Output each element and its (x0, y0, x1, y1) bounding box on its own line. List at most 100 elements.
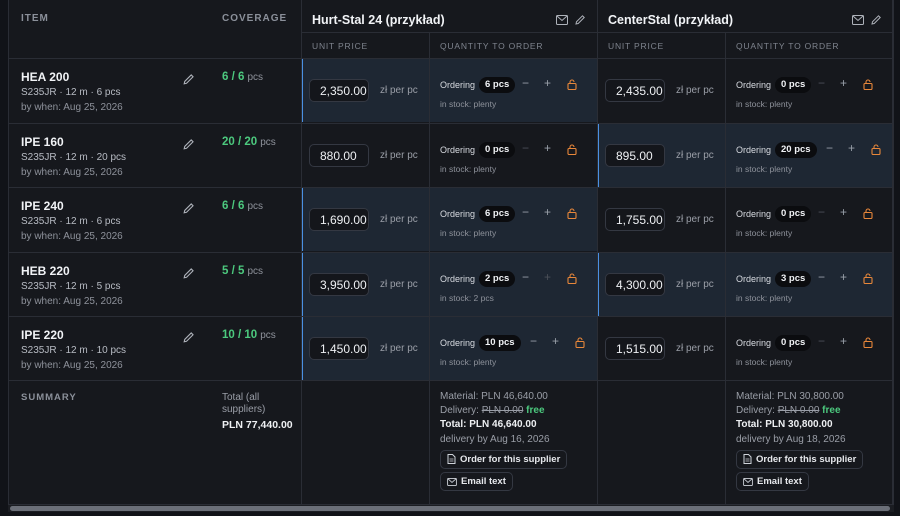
pencil-icon[interactable] (182, 73, 195, 86)
email-text-button[interactable]: Email text (440, 472, 513, 491)
coverage: 10 / 10 pcs (222, 329, 276, 341)
lock-icon[interactable] (567, 79, 577, 90)
comparison-table: ITEM COVERAGE Hurt-Stal 24 (przykład) UN… (8, 0, 894, 504)
item-info: IPE 240 S235JR · 12 m · 6 pcs by when: Aug… (21, 199, 123, 242)
unit-price-input[interactable]: 895.00 (605, 144, 665, 167)
pencil-icon[interactable] (182, 202, 195, 215)
lock-icon[interactable] (871, 144, 881, 155)
quantity-field[interactable]: 2 pcs (479, 271, 516, 287)
decrement-button[interactable]: − (818, 76, 826, 90)
summary-total-label: Total (all suppliers) (222, 392, 265, 416)
decrement-button[interactable]: − (818, 205, 826, 219)
lock-icon[interactable] (575, 337, 585, 348)
lock-icon[interactable] (567, 144, 577, 155)
unit-price-input[interactable]: 1,450.00 (309, 337, 369, 360)
coverage: 5 / 5 pcs (222, 265, 263, 277)
table-row: IPE 240 S235JR · 12 m · 6 pcs by when: Aug… (9, 187, 892, 251)
increment-button[interactable]: + (840, 270, 848, 284)
unit-price-input[interactable]: 2,350.00 (309, 79, 369, 102)
delivery-free-badge: free (822, 405, 841, 416)
quantity-field[interactable]: 6 pcs (479, 206, 516, 222)
unit-price-input[interactable]: 2,435.00 (605, 79, 665, 102)
horizontal-scrollbar[interactable] (8, 504, 894, 512)
delivery-original-price: PLN 0.00 (481, 405, 524, 416)
unit-price-input[interactable]: 3,950.00 (309, 273, 369, 296)
order-for-supplier-button[interactable]: Order for this supplier (736, 450, 864, 469)
decrement-button[interactable]: − (522, 76, 530, 90)
quantity-header: QUANTITY TO ORDER (736, 41, 840, 51)
stock-status: in stock: plenty (440, 228, 497, 238)
quantity-field[interactable]: 0 pcs (775, 335, 812, 351)
item-name: IPE 220 (21, 328, 64, 342)
increment-button[interactable]: + (544, 270, 552, 284)
quantity-field[interactable]: 20 pcs (775, 142, 817, 158)
scrollbar-thumb[interactable] (10, 506, 890, 511)
item-spec: S235JR · 12 m · 5 pcs (21, 281, 121, 292)
selection-indicator (597, 124, 599, 187)
email-text-button[interactable]: Email text (736, 472, 809, 491)
divider (429, 32, 430, 504)
ordering-label: Ordering (440, 145, 476, 155)
divider (9, 58, 892, 59)
lock-icon[interactable] (863, 208, 873, 219)
item-name: IPE 160 (21, 135, 64, 149)
quantity-field[interactable]: 0 pcs (479, 142, 516, 158)
decrement-button[interactable]: − (530, 334, 538, 348)
unit-price-input[interactable]: 1,690.00 (309, 208, 369, 231)
pencil-icon[interactable] (182, 331, 195, 344)
decrement-button[interactable]: − (522, 141, 530, 155)
quantity-field[interactable]: 0 pcs (775, 206, 812, 222)
decrement-button[interactable]: − (818, 270, 826, 284)
pencil-icon[interactable] (182, 267, 195, 280)
delivery-cost: Delivery: PLN 0.00 free (440, 405, 545, 416)
quantity-field[interactable]: 3 pcs (775, 271, 812, 287)
quantity-field[interactable]: 0 pcs (775, 77, 812, 93)
stock-status: in stock: 2 pcs (440, 293, 494, 303)
increment-button[interactable]: + (840, 76, 848, 90)
coverage-unit: pcs (247, 266, 264, 277)
delivery-date: delivery by Aug 16, 2026 (440, 434, 550, 445)
pencil-icon[interactable] (870, 14, 882, 26)
item-due-date: by when: Aug 25, 2026 (21, 231, 123, 242)
unit-price-input[interactable]: 880.00 (309, 144, 369, 167)
coverage-unit: pcs (247, 72, 264, 83)
envelope-icon[interactable] (556, 15, 568, 25)
pencil-icon[interactable] (574, 14, 586, 26)
increment-button[interactable]: + (552, 334, 560, 348)
lock-icon[interactable] (567, 273, 577, 284)
ordering-label: Ordering (440, 338, 476, 348)
table-row: IPE 160 S235JR · 12 m · 20 pcs by when: Au… (9, 123, 892, 187)
increment-button[interactable]: + (544, 141, 552, 155)
ordering-label: Ordering (736, 209, 772, 219)
increment-button[interactable]: + (840, 205, 848, 219)
stock-status: in stock: plenty (736, 293, 793, 303)
table-row: HEA 200 S235JR · 12 m · 6 pcs by when: Aug… (9, 58, 892, 122)
envelope-icon[interactable] (852, 15, 864, 25)
divider (892, 0, 893, 504)
unit-price-input[interactable]: 4,300.00 (605, 273, 665, 296)
summary-total-label-line: suppliers) (222, 404, 266, 415)
decrement-button[interactable]: − (826, 141, 834, 155)
lock-icon[interactable] (863, 273, 873, 284)
increment-button[interactable]: + (840, 334, 848, 348)
increment-button[interactable]: + (848, 141, 856, 155)
order-for-supplier-button[interactable]: Order for this supplier (440, 450, 568, 469)
pencil-icon[interactable] (182, 138, 195, 151)
stock-status: in stock: plenty (440, 164, 497, 174)
quantity-field[interactable]: 10 pcs (479, 335, 521, 351)
decrement-button[interactable]: − (818, 334, 826, 348)
coverage-unit: pcs (247, 201, 264, 212)
decrement-button[interactable]: − (522, 205, 530, 219)
summary-total-value: PLN 77,440.00 (222, 419, 293, 431)
lock-icon[interactable] (863, 337, 873, 348)
quantity-field[interactable]: 6 pcs (479, 77, 516, 93)
unit-price-input[interactable]: 1,515.00 (605, 337, 665, 360)
increment-button[interactable]: + (544, 205, 552, 219)
increment-button[interactable]: + (544, 76, 552, 90)
lock-icon[interactable] (863, 79, 873, 90)
price-unit: zł per pc (380, 343, 418, 354)
unit-price-input[interactable]: 1,755.00 (605, 208, 665, 231)
lock-icon[interactable] (567, 208, 577, 219)
decrement-button[interactable]: − (522, 270, 530, 284)
item-name: IPE 240 (21, 199, 64, 213)
